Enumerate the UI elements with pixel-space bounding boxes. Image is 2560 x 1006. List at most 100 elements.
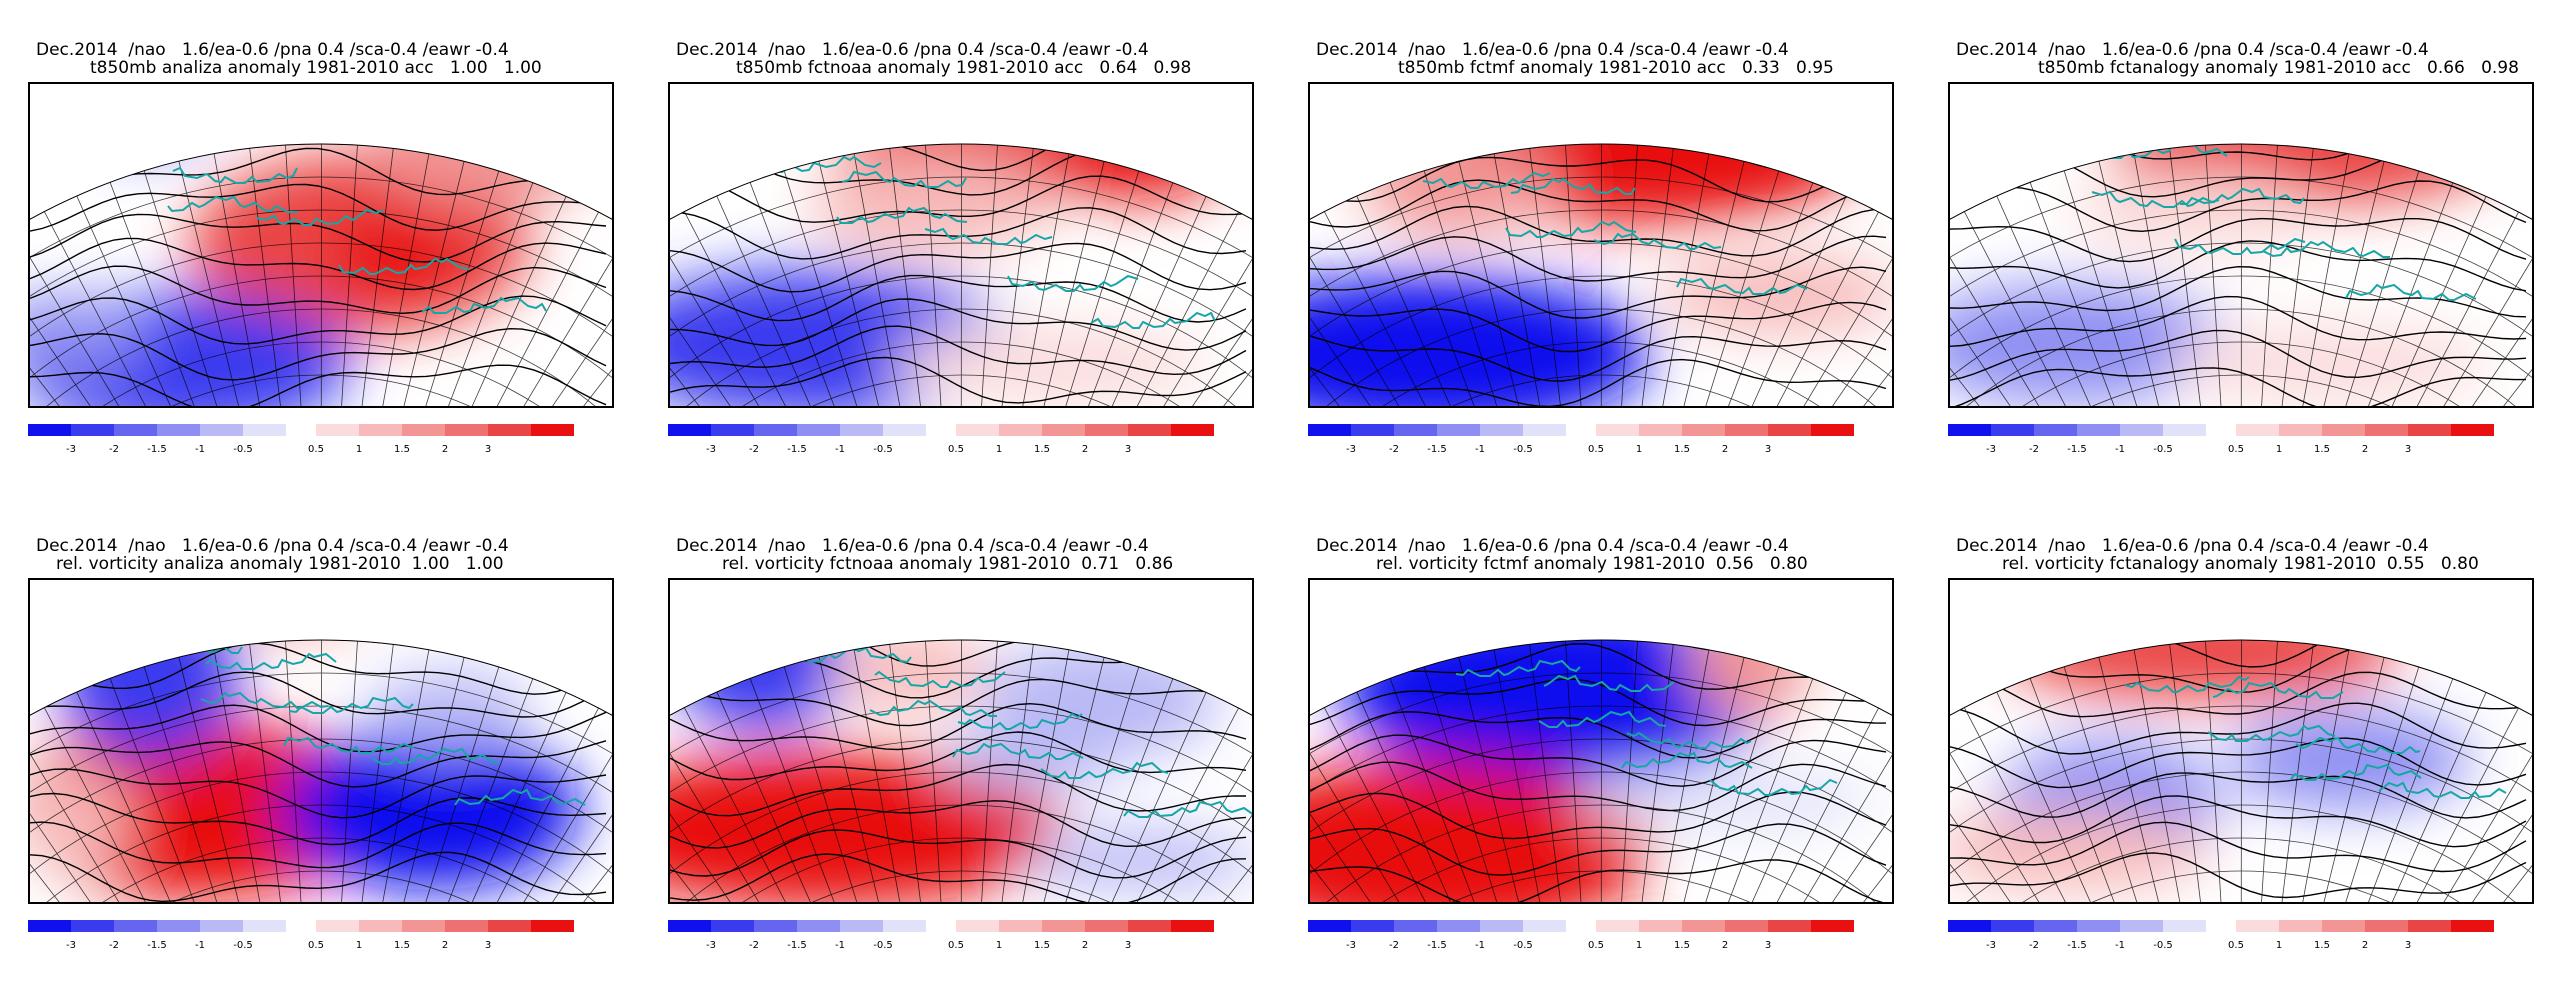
panel-title-line1: Dec.2014 /nao 1.6/ea-0.6 /pna 0.4 /sca-0… [676,536,1149,556]
colorbar-label: 2 [1082,940,1088,951]
colorbar-label: 0.5 [2228,940,2244,951]
colorbar-label: 0.5 [948,940,964,951]
colorbar-label: -0.5 [2153,940,2173,951]
colorbar-swatch [1351,424,1394,436]
colorbar-swatch [2279,920,2322,932]
colorbar-swatch [668,920,711,932]
panel-title-line2: rel. vorticity fctanalogy anomaly 1981-2… [2002,554,2479,574]
colorbar-swatch [1480,424,1523,436]
colorbar-label: -1.5 [1427,940,1447,951]
colorbar-swatch [1948,424,1991,436]
colorbar-swatch [2408,920,2451,932]
colorbar-swatch [200,920,243,932]
panel-title-line1: Dec.2014 /nao 1.6/ea-0.6 /pna 0.4 /sca-0… [36,536,509,556]
anomaly-map [1308,82,1894,408]
map-panel: Dec.2014 /nao 1.6/ea-0.6 /pna 0.4 /sca-0… [668,40,1268,510]
colorbar-swatch [2163,920,2206,932]
panel-title-line1: Dec.2014 /nao 1.6/ea-0.6 /pna 0.4 /sca-0… [1956,536,2429,556]
positive-anomaly-region [1660,254,1892,334]
colorbar-label: 3 [485,444,491,455]
colorbar-swatch [999,920,1042,932]
colorbar-swatch [71,920,114,932]
negative-anomaly-region [1580,770,1880,830]
colorbar-swatch [956,920,999,932]
colorbar-swatch [1308,424,1351,436]
colorbar-label: -3 [1346,444,1356,455]
colorbar-label: 1 [1636,940,1642,951]
colorbar-swatch [2077,920,2120,932]
colorbar-swatch [1682,424,1725,436]
colorbar-label: 1.5 [394,940,410,951]
colorbar-label: 1.5 [394,444,410,455]
colorbar-swatch [445,920,488,932]
colorbar-swatch [243,424,286,436]
colorbar-label: 2 [1722,444,1728,455]
colorbar-swatch [1437,920,1480,932]
colorbar-swatch [1085,920,1128,932]
colorbar-swatch [711,920,754,932]
colorbar-swatch [1596,424,1639,436]
colorbar-label: 2 [442,444,448,455]
colorbar-swatch [1394,920,1437,932]
colorbar-swatch [1811,920,1854,932]
colorbar-label: -0.5 [2153,444,2173,455]
colorbar-swatch [1682,920,1725,932]
colorbar-label: 3 [1765,444,1771,455]
colorbar-swatch [1171,920,1214,932]
colorbar-swatch [1725,424,1768,436]
colorbar-swatch [2236,920,2279,932]
colorbar-label: -1 [195,940,205,951]
colorbar-swatch [2279,424,2322,436]
anomaly-map [668,82,1254,408]
colorbar-label: 2 [2362,940,2368,951]
colorbar-swatch [883,424,926,436]
colorbar-label: 3 [485,940,491,951]
colorbar-label: 2 [2362,444,2368,455]
colorbar-swatch [2163,424,2206,436]
panel-title-line2: t850mb analiza anomaly 1981-2010 acc 1.0… [90,58,542,78]
colorbar-label: -0.5 [873,444,893,455]
colorbar-swatch [2365,920,2408,932]
colorbar-swatch [1437,424,1480,436]
colorbar-label: 2 [442,940,448,951]
colorbar-swatch [840,920,883,932]
colorbar-swatch [1042,920,1085,932]
panel-title-line1: Dec.2014 /nao 1.6/ea-0.6 /pna 0.4 /sca-0… [676,40,1149,60]
colorbar-label: -3 [66,940,76,951]
positive-anomaly-region [2170,324,2490,404]
colorbar-label: -3 [1986,940,1996,951]
colorbar-label: 3 [1125,444,1131,455]
colorbar-swatch [1768,920,1811,932]
colorbar-label: -1.5 [2067,444,2087,455]
colorbar-swatch [2120,920,2163,932]
colorbar-label: 2 [1722,940,1728,951]
panel-title-line2: t850mb fctanalogy anomaly 1981-2010 acc … [2038,58,2519,78]
colorbar-swatch [2034,920,2077,932]
negative-anomaly-region [280,730,580,890]
colorbar-swatch [2322,424,2365,436]
panel-title-line2: t850mb fctmf anomaly 1981-2010 acc 0.33 … [1398,58,1834,78]
positive-anomaly-region [890,324,1210,404]
anomaly-map [1948,82,2534,408]
colorbar-swatch [531,424,574,436]
panel-title-line2: rel. vorticity fctnoaa anomaly 1981-2010… [722,554,1173,574]
colorbar-label: 1.5 [1034,940,1050,951]
panel-title-line1: Dec.2014 /nao 1.6/ea-0.6 /pna 0.4 /sca-0… [36,40,509,60]
colorbar-swatch [1768,424,1811,436]
colorbar-swatch [1811,424,1854,436]
negative-anomaly-region [70,84,210,154]
colorbar-swatch [402,424,445,436]
colorbar-label: -2 [109,444,119,455]
colorbar-label: -0.5 [233,444,253,455]
colorbar-swatch [200,424,243,436]
colorbar-label: -2 [749,940,759,951]
colorbar-swatch [2408,424,2451,436]
colorbar-label: 0.5 [2228,444,2244,455]
colorbar-label: 1.5 [1034,444,1050,455]
colorbar-swatch [1596,920,1639,932]
